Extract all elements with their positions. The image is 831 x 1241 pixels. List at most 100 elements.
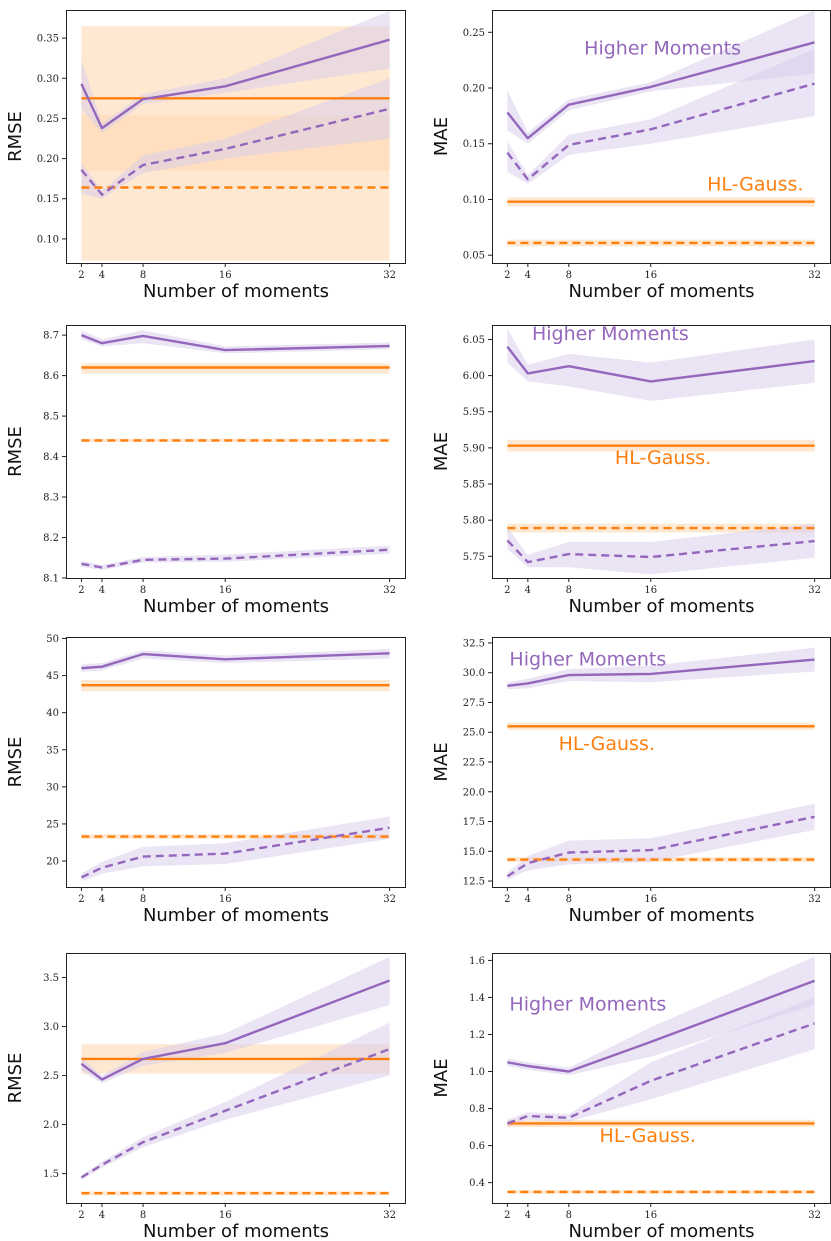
y-tick-label: 15.0	[463, 847, 485, 858]
y-tick-label: 20	[46, 857, 59, 868]
higher-moments-dashed-band	[81, 78, 390, 199]
hl-gauss-dashed-band	[507, 1190, 815, 1194]
y-tick-label: 0.30	[37, 74, 59, 85]
higher-moments-annotation: Higher Moments	[584, 38, 741, 60]
x-tick-label: 32	[808, 894, 821, 905]
y-tick-label: 0.25	[37, 114, 59, 125]
x-tick-label: 16	[644, 1210, 657, 1221]
y-tick-label: 8.6	[43, 371, 59, 382]
y-tick-label: 8.3	[43, 493, 59, 504]
y-tick-label: 5.75	[463, 552, 485, 563]
higher-moments-solid-line	[507, 658, 815, 687]
chart-panel-4: 2 4 8 16 32 5.75 5.80 5.85 5.90 5.95 6.00 6.05 Numbe…	[431, 323, 831, 617]
x-axis-label: Number of moments	[143, 1221, 329, 1241]
x-tick-label: 2	[78, 270, 84, 281]
x-axis-label: Number of moments	[568, 596, 754, 617]
plot-area	[80, 956, 391, 1196]
y-tick-label: 35	[46, 745, 59, 756]
higher-moments-solid-line	[507, 979, 816, 1073]
higher-moments-solid-band	[507, 328, 815, 401]
y-tick-label: 0.20	[463, 84, 485, 95]
higher-moments-annotation: Higher Moments	[509, 649, 666, 671]
y-tick-label: 30.0	[463, 668, 485, 679]
y-tick-label: 20.0	[463, 787, 485, 798]
y-axis-label: MAE	[431, 432, 452, 471]
y-axis-label: RMSE	[5, 426, 26, 477]
plot-area	[80, 648, 390, 882]
y-tick-label: 40	[46, 708, 59, 719]
x-axis-label: Number of moments	[568, 1221, 754, 1241]
chart-panel-7: 2 4 8 16 32 1.5 2.0 2.5 3.0 3.5 Number of moments R…	[5, 953, 406, 1241]
higher-moments-solid-line	[80, 333, 390, 352]
y-tick-label: 3.0	[43, 1022, 59, 1033]
x-tick-label: 32	[383, 585, 396, 596]
higher-moments-solid-band	[507, 647, 815, 690]
x-tick-label: 32	[383, 1210, 396, 1221]
y-tick-label: 1.4	[469, 993, 485, 1004]
higher-moments-dashed-band	[507, 523, 815, 575]
x-tick-label: 2	[504, 894, 510, 905]
y-tick-label: 0.35	[37, 34, 59, 45]
y-axis-label: MAE	[431, 1058, 452, 1097]
y-tick-label: 0.6	[469, 1141, 485, 1152]
higher-moments-dashed-line	[506, 1022, 815, 1125]
y-tick-label: 2.5	[43, 1071, 59, 1082]
y-tick-label: 32.5	[463, 638, 485, 649]
y-tick-label: 50	[46, 634, 59, 645]
x-tick-label: 32	[808, 270, 821, 281]
y-tick-label: 12.5	[463, 877, 485, 888]
higher-moments-dashed-band	[507, 997, 815, 1128]
higher-moments-solid-band	[507, 956, 815, 1076]
hl-gauss-dashed-band	[507, 523, 815, 533]
x-tick-label: 16	[219, 1210, 232, 1221]
hl-gauss-annotation: HL-Gauss.	[707, 174, 803, 196]
higher-moments-solid-band	[81, 956, 390, 1084]
y-tick-label: 1.5	[43, 1169, 59, 1180]
y-tick-label: 25	[46, 819, 59, 830]
y-tick-label: 5.95	[463, 407, 485, 418]
x-tick-label: 16	[219, 894, 232, 905]
plot-area	[506, 647, 815, 880]
x-tick-label: 8	[566, 1210, 572, 1221]
higher-moments-solid-band	[81, 648, 390, 672]
x-tick-label: 8	[566, 270, 572, 281]
hl-gauss-dashed-band	[507, 239, 815, 247]
y-tick-label: 8.7	[43, 331, 59, 342]
y-tick-label: 22.5	[463, 758, 485, 769]
y-tick-label: 0.10	[37, 234, 59, 245]
x-tick-label: 4	[99, 585, 105, 596]
higher-moments-dashed-line	[80, 826, 390, 879]
x-tick-label: 8	[140, 894, 146, 905]
hl-gauss-annotation: HL-Gauss.	[615, 447, 711, 469]
x-axis-label: Number of moments	[568, 905, 754, 926]
x-tick-label: 8	[566, 894, 572, 905]
y-tick-label: 0.25	[463, 28, 485, 39]
y-axis-label: RMSE	[5, 1053, 26, 1104]
x-tick-label: 32	[808, 585, 821, 596]
plot-frame	[66, 10, 406, 264]
higher-moments-annotation: Higher Moments	[509, 993, 666, 1015]
y-tick-label: 0.8	[469, 1104, 485, 1115]
x-tick-label: 4	[525, 585, 531, 596]
chart-panel-2: 2 4 8 16 32 0.05 0.10 0.15 0.20 0.25 Number of mom…	[431, 10, 831, 302]
y-tick-label: 3.5	[43, 973, 59, 984]
x-tick-label: 16	[644, 585, 657, 596]
y-tick-label: 6.00	[463, 371, 485, 382]
plot-area	[506, 10, 815, 247]
higher-moments-solid-line	[80, 38, 390, 130]
y-tick-label: 0.15	[463, 139, 485, 150]
x-tick-label: 4	[99, 1210, 105, 1221]
x-tick-label: 4	[99, 270, 105, 281]
y-tick-label: 0.10	[463, 195, 485, 206]
x-tick-label: 32	[808, 1210, 821, 1221]
higher-moments-dashed-band	[81, 545, 390, 570]
higher-moments-dashed-band	[507, 49, 815, 184]
higher-moments-dashed-line	[506, 539, 815, 564]
y-tick-label: 0.20	[37, 154, 59, 165]
y-tick-label: 8.5	[43, 412, 59, 423]
higher-moments-dashed-line	[506, 82, 815, 181]
y-tick-label: 0.4	[469, 1178, 485, 1189]
higher-moments-solid-line	[80, 979, 391, 1081]
x-tick-label: 8	[140, 270, 146, 281]
